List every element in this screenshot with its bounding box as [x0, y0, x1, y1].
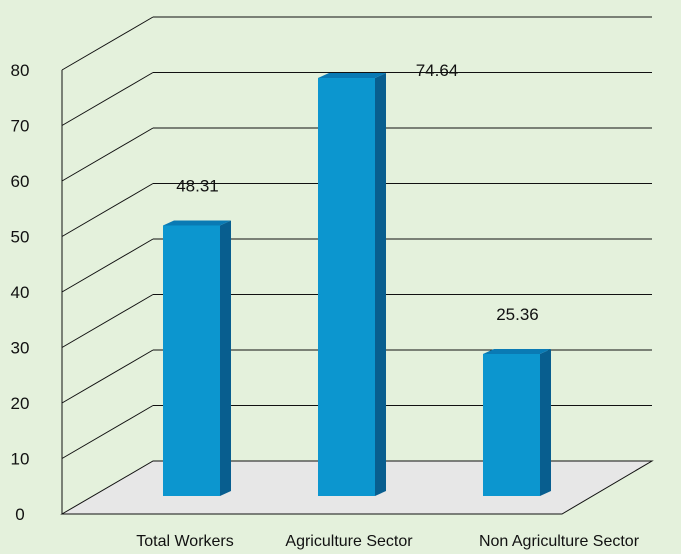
bar: [318, 78, 375, 497]
bar: [163, 225, 220, 497]
gridline-diagonal: [61, 294, 154, 348]
bar-top: [318, 73, 386, 79]
x-axis-categories: Total Workers Agriculture Sector Non Agric…: [136, 533, 639, 550]
gridline-diagonal: [61, 405, 154, 459]
y-tick-label: 10: [11, 450, 30, 469]
bar-side: [540, 348, 551, 496]
y-tick-label: 60: [11, 172, 30, 191]
gridline-diagonal: [61, 238, 154, 293]
y-tick-label: 80: [11, 61, 30, 80]
category-label: Agriculture Sector: [285, 533, 413, 550]
y-axis-ticks: 0 10 20 30 40 50 60 70 80: [11, 61, 30, 524]
data-label: 25.36: [496, 305, 539, 324]
y-tick-label: 0: [15, 505, 24, 524]
category-label: Non Agriculture Sector: [479, 533, 640, 550]
gridline-diagonal: [61, 183, 154, 237]
gridlines: [61, 16, 652, 514]
gridline-diagonal: [61, 16, 154, 71]
gridline-diagonal: [61, 127, 154, 182]
y-tick-label: 20: [11, 394, 30, 413]
bar-top: [483, 348, 551, 354]
data-labels: 48.31 74.64 25.36: [176, 61, 539, 324]
data-label: 48.31: [176, 176, 219, 195]
y-tick-label: 50: [11, 228, 30, 247]
data-label: 74.64: [416, 61, 459, 80]
bar-top: [163, 220, 231, 226]
bar-side: [375, 73, 386, 497]
y-tick-label: 40: [11, 283, 30, 302]
bars: [163, 73, 551, 497]
bar: [483, 353, 540, 496]
y-tick-label: 70: [11, 117, 30, 136]
y-tick-label: 30: [11, 339, 30, 358]
gridline-diagonal: [61, 349, 154, 404]
gridline-diagonal: [61, 72, 154, 126]
bar-side: [220, 220, 231, 497]
category-label: Total Workers: [136, 533, 234, 550]
